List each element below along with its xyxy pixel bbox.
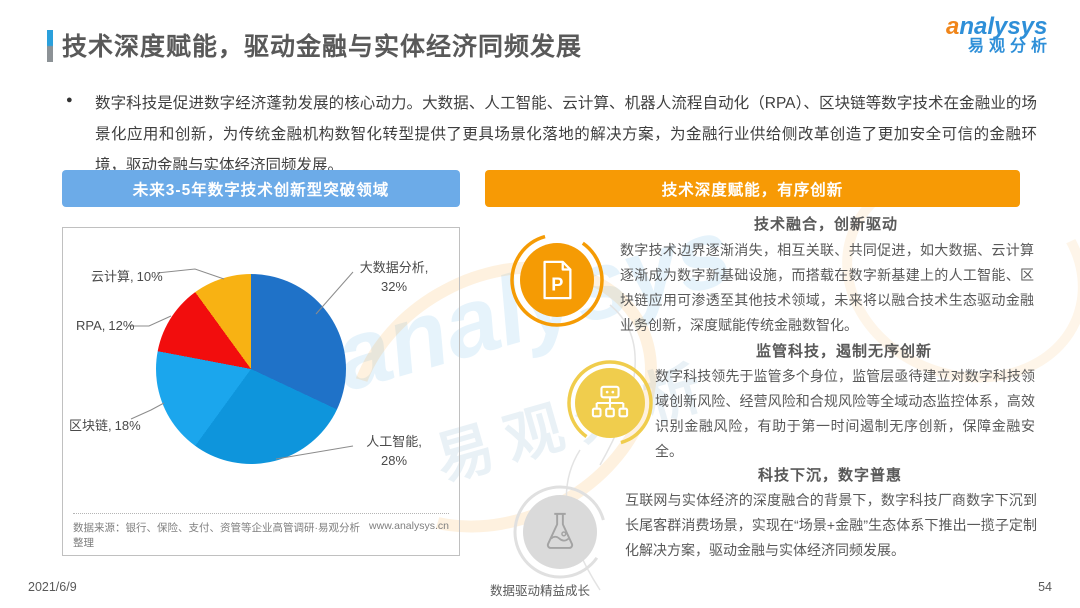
pie-leader-lines	[129, 268, 354, 460]
section-3-icon-badge	[512, 484, 608, 580]
section-2-title: 监管科技，遏制无序创新	[755, 343, 932, 360]
logo-wordmark: analysys	[945, 13, 1048, 40]
pie-label-blockchain: 区块链, 18%	[69, 418, 141, 433]
section-1-icon-badge: P	[509, 232, 605, 328]
pie-label-rpa: RPA, 12%	[76, 318, 135, 333]
orange-ring-icon	[510, 233, 604, 327]
intro-paragraph: 数字科技是促进数字经济蓬勃发展的核心动力。大数据、人工智能、云计算、机器人流程自…	[95, 95, 1037, 174]
page-number: 54	[1038, 580, 1052, 594]
flask-icon	[546, 512, 574, 549]
document-p-icon: P	[543, 260, 572, 300]
bullet-icon: ●	[66, 94, 73, 106]
pie-chart	[156, 274, 346, 464]
section-1-body: 数字技术边界逐渐消失，相互关联、共同促进，如大数据、云计算逐渐成为数字新基础设施…	[620, 242, 1034, 333]
left-panel-banner: 未来3-5年数字技术创新型突破领域	[62, 170, 460, 207]
section-1-title: 技术融合，创新驱动	[753, 216, 898, 233]
footer-motto: 数据驱动精益成长	[489, 584, 590, 598]
pie-label-cloud: 云计算, 10%	[91, 269, 163, 284]
section-2-icon-badge	[566, 359, 654, 447]
sitemap-icon	[591, 385, 629, 418]
pie-chart-card: 云计算, 10% RPA, 12% 区块链, 18% 大数据分析, 32% 人工智能, 2…	[62, 227, 460, 556]
right-panel-banner: 技术深度赋能，有序创新	[485, 170, 1020, 207]
website-url: www.analysys.cn	[369, 520, 449, 532]
svg-text:P: P	[551, 275, 563, 295]
gray-ring-icon	[513, 485, 607, 579]
title-accent-bar	[47, 30, 53, 62]
brand-logo: analysys 易观分析	[946, 14, 1052, 56]
section-2-body: 数字科技领先于监管多个身位，监管层亟待建立对数字科技领域创新风险、经营风险和合规…	[655, 368, 1035, 459]
data-source-note: 数据来源：银行、保险、支付、资管等企业高管调研·易观分析整理	[73, 522, 360, 549]
section-3-title: 科技下沉，数字普惠	[757, 467, 902, 484]
pie-label-ai: 人工智能, 28%	[366, 434, 422, 468]
pie-label-bigdata: 大数据分析, 32%	[359, 260, 429, 294]
logo-chinese-name: 易观分析	[967, 38, 1052, 56]
footer-date: 2021/6/9	[28, 580, 77, 594]
page-title: 技术深度赋能，驱动金融与实体经济同频发展	[62, 33, 583, 61]
yellow-ring-icon	[567, 360, 653, 446]
section-3-body: 互联网与实体经济的深度融合的背景下，数字科技厂商数字下沉到长尾客群消费场景，实现…	[625, 492, 1037, 558]
